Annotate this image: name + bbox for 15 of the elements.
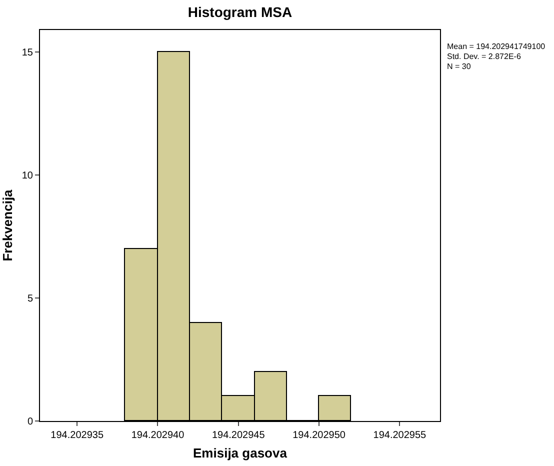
- y-tick-label: 5: [27, 294, 34, 305]
- y-tick-label: 0: [27, 416, 34, 428]
- x-tick-label: 194.202945: [212, 430, 266, 441]
- x-tick-label: 194.202940: [131, 430, 185, 441]
- y-tick-label: 15: [22, 48, 34, 59]
- y-axis-title: Frekvencija: [0, 188, 15, 262]
- x-tick-label: 194.202955: [373, 430, 427, 441]
- text: N = 30: [447, 62, 472, 71]
- chart-title: Histogram MSA: [188, 4, 292, 20]
- text: Std. Dev. = 2.872E-6: [447, 52, 522, 61]
- x-tick-label: 194.202950: [292, 430, 346, 441]
- x-axis-title: Emisija gasova: [193, 446, 288, 461]
- y-tick-label: 10: [22, 170, 34, 182]
- x-tick-label: 194.202935: [50, 430, 104, 441]
- text: Mean = 194.202941749100: [447, 42, 546, 51]
